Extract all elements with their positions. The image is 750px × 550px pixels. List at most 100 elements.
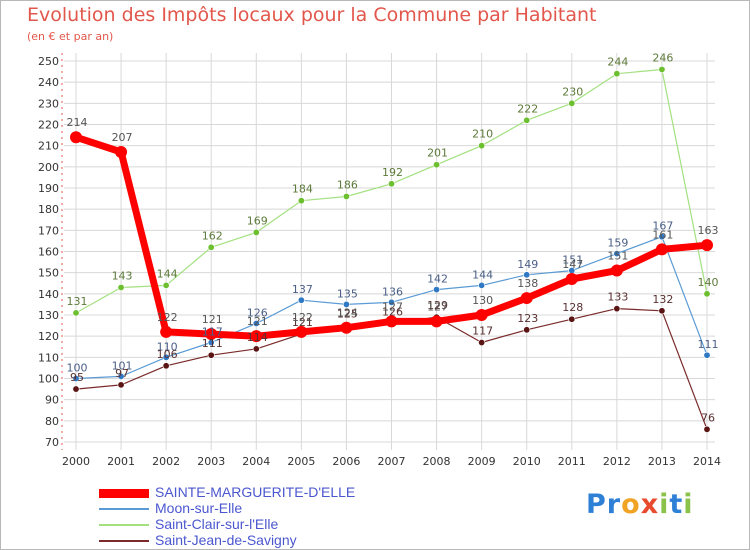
data-label: 128 xyxy=(562,301,583,314)
x-tick-label: 2008 xyxy=(423,455,451,468)
data-point xyxy=(613,250,621,258)
data-point xyxy=(117,372,125,380)
data-label: 151 xyxy=(562,254,583,267)
data-label: 136 xyxy=(382,285,403,298)
x-tick-label: 2013 xyxy=(648,455,676,468)
data-label: 230 xyxy=(562,85,583,98)
data-point xyxy=(385,315,398,328)
data-label: 207 xyxy=(112,131,133,144)
data-label: 137 xyxy=(292,283,313,296)
logo-letter: x xyxy=(640,489,660,520)
data-point xyxy=(523,271,531,279)
x-tick-label: 2011 xyxy=(558,455,586,468)
legend-label: SAINTE-MARGUERITE-D'ELLE xyxy=(155,484,356,500)
data-label: 121 xyxy=(247,315,268,328)
data-label: 122 xyxy=(157,311,178,324)
y-tick-label: 170 xyxy=(38,224,59,237)
x-tick-label: 2007 xyxy=(378,455,406,468)
data-point xyxy=(658,307,666,315)
data-label: 121 xyxy=(202,313,223,326)
data-label: 162 xyxy=(202,229,223,242)
y-tick-label: 90 xyxy=(45,394,59,407)
data-label: 106 xyxy=(157,348,178,361)
data-label: 244 xyxy=(607,56,628,69)
legend-swatch xyxy=(99,540,149,542)
legend-label: Saint-Jean-de-Savigny xyxy=(155,532,297,548)
y-tick-label: 200 xyxy=(38,161,59,174)
data-label: 127 xyxy=(427,300,448,313)
data-point xyxy=(117,283,125,291)
y-tick-label: 100 xyxy=(38,373,59,386)
data-label: 124 xyxy=(337,307,358,320)
data-label: 169 xyxy=(247,214,268,227)
data-point xyxy=(478,281,486,289)
data-label: 167 xyxy=(652,220,673,233)
y-tick-label: 240 xyxy=(38,76,59,89)
data-label: 125 xyxy=(337,308,358,321)
data-label: 246 xyxy=(652,51,673,64)
data-label: 186 xyxy=(337,178,358,191)
x-tick-label: 2004 xyxy=(242,455,270,468)
data-point xyxy=(340,321,353,334)
data-label: 135 xyxy=(337,287,358,300)
x-tick-label: 2001 xyxy=(107,455,135,468)
y-tick-label: 160 xyxy=(38,246,59,259)
data-point xyxy=(658,233,666,241)
data-label: 117 xyxy=(472,325,493,338)
data-label: 184 xyxy=(292,183,313,196)
data-label: 111 xyxy=(202,337,223,350)
data-label: 76 xyxy=(701,411,715,424)
data-label: 111 xyxy=(698,338,719,351)
y-tick-label: 210 xyxy=(38,140,59,153)
x-tick-label: 2003 xyxy=(197,455,225,468)
data-label: 130 xyxy=(472,294,493,307)
data-point xyxy=(297,296,305,304)
x-tick-label: 2006 xyxy=(332,455,360,468)
data-label: 210 xyxy=(472,128,493,141)
data-label: 138 xyxy=(517,277,538,290)
chart-subtitle: (en € et par an) xyxy=(27,30,114,43)
data-label: 114 xyxy=(247,331,268,344)
logo-letter: o xyxy=(621,489,641,520)
data-point xyxy=(252,228,260,236)
data-point xyxy=(430,315,443,328)
data-point xyxy=(701,239,713,252)
data-point xyxy=(117,381,125,389)
data-label: 159 xyxy=(607,237,628,250)
data-point xyxy=(703,425,711,433)
logo-letter: P xyxy=(586,489,607,520)
data-label: 95 xyxy=(70,371,84,384)
data-point xyxy=(70,131,82,144)
data-point xyxy=(207,351,215,359)
data-point xyxy=(655,243,668,256)
y-tick-label: 130 xyxy=(38,309,59,322)
data-label: 100 xyxy=(67,362,88,375)
y-tick-label: 110 xyxy=(38,351,59,364)
data-label: 214 xyxy=(67,116,88,129)
data-point xyxy=(250,330,263,343)
x-tick-label: 2009 xyxy=(468,455,496,468)
y-tick-label: 250 xyxy=(38,55,59,68)
y-tick-label: 120 xyxy=(38,330,59,343)
data-label: 117 xyxy=(202,326,223,339)
legend-swatch xyxy=(99,508,149,510)
data-point xyxy=(478,142,486,150)
legend-swatch xyxy=(99,524,149,526)
logo-letter: i xyxy=(659,489,670,520)
data-label: 133 xyxy=(607,291,628,304)
y-tick-label: 230 xyxy=(38,97,59,110)
data-point xyxy=(160,325,173,338)
x-tick-label: 2010 xyxy=(513,455,541,468)
data-point xyxy=(565,273,578,286)
data-point xyxy=(610,264,623,277)
data-label: 129 xyxy=(427,299,448,312)
data-point xyxy=(342,300,350,308)
data-point xyxy=(387,298,395,306)
data-point xyxy=(475,309,488,321)
data-label: 149 xyxy=(517,258,538,271)
legend-swatch xyxy=(99,489,149,498)
y-tick-label: 150 xyxy=(38,267,59,280)
data-label: 132 xyxy=(652,293,673,306)
